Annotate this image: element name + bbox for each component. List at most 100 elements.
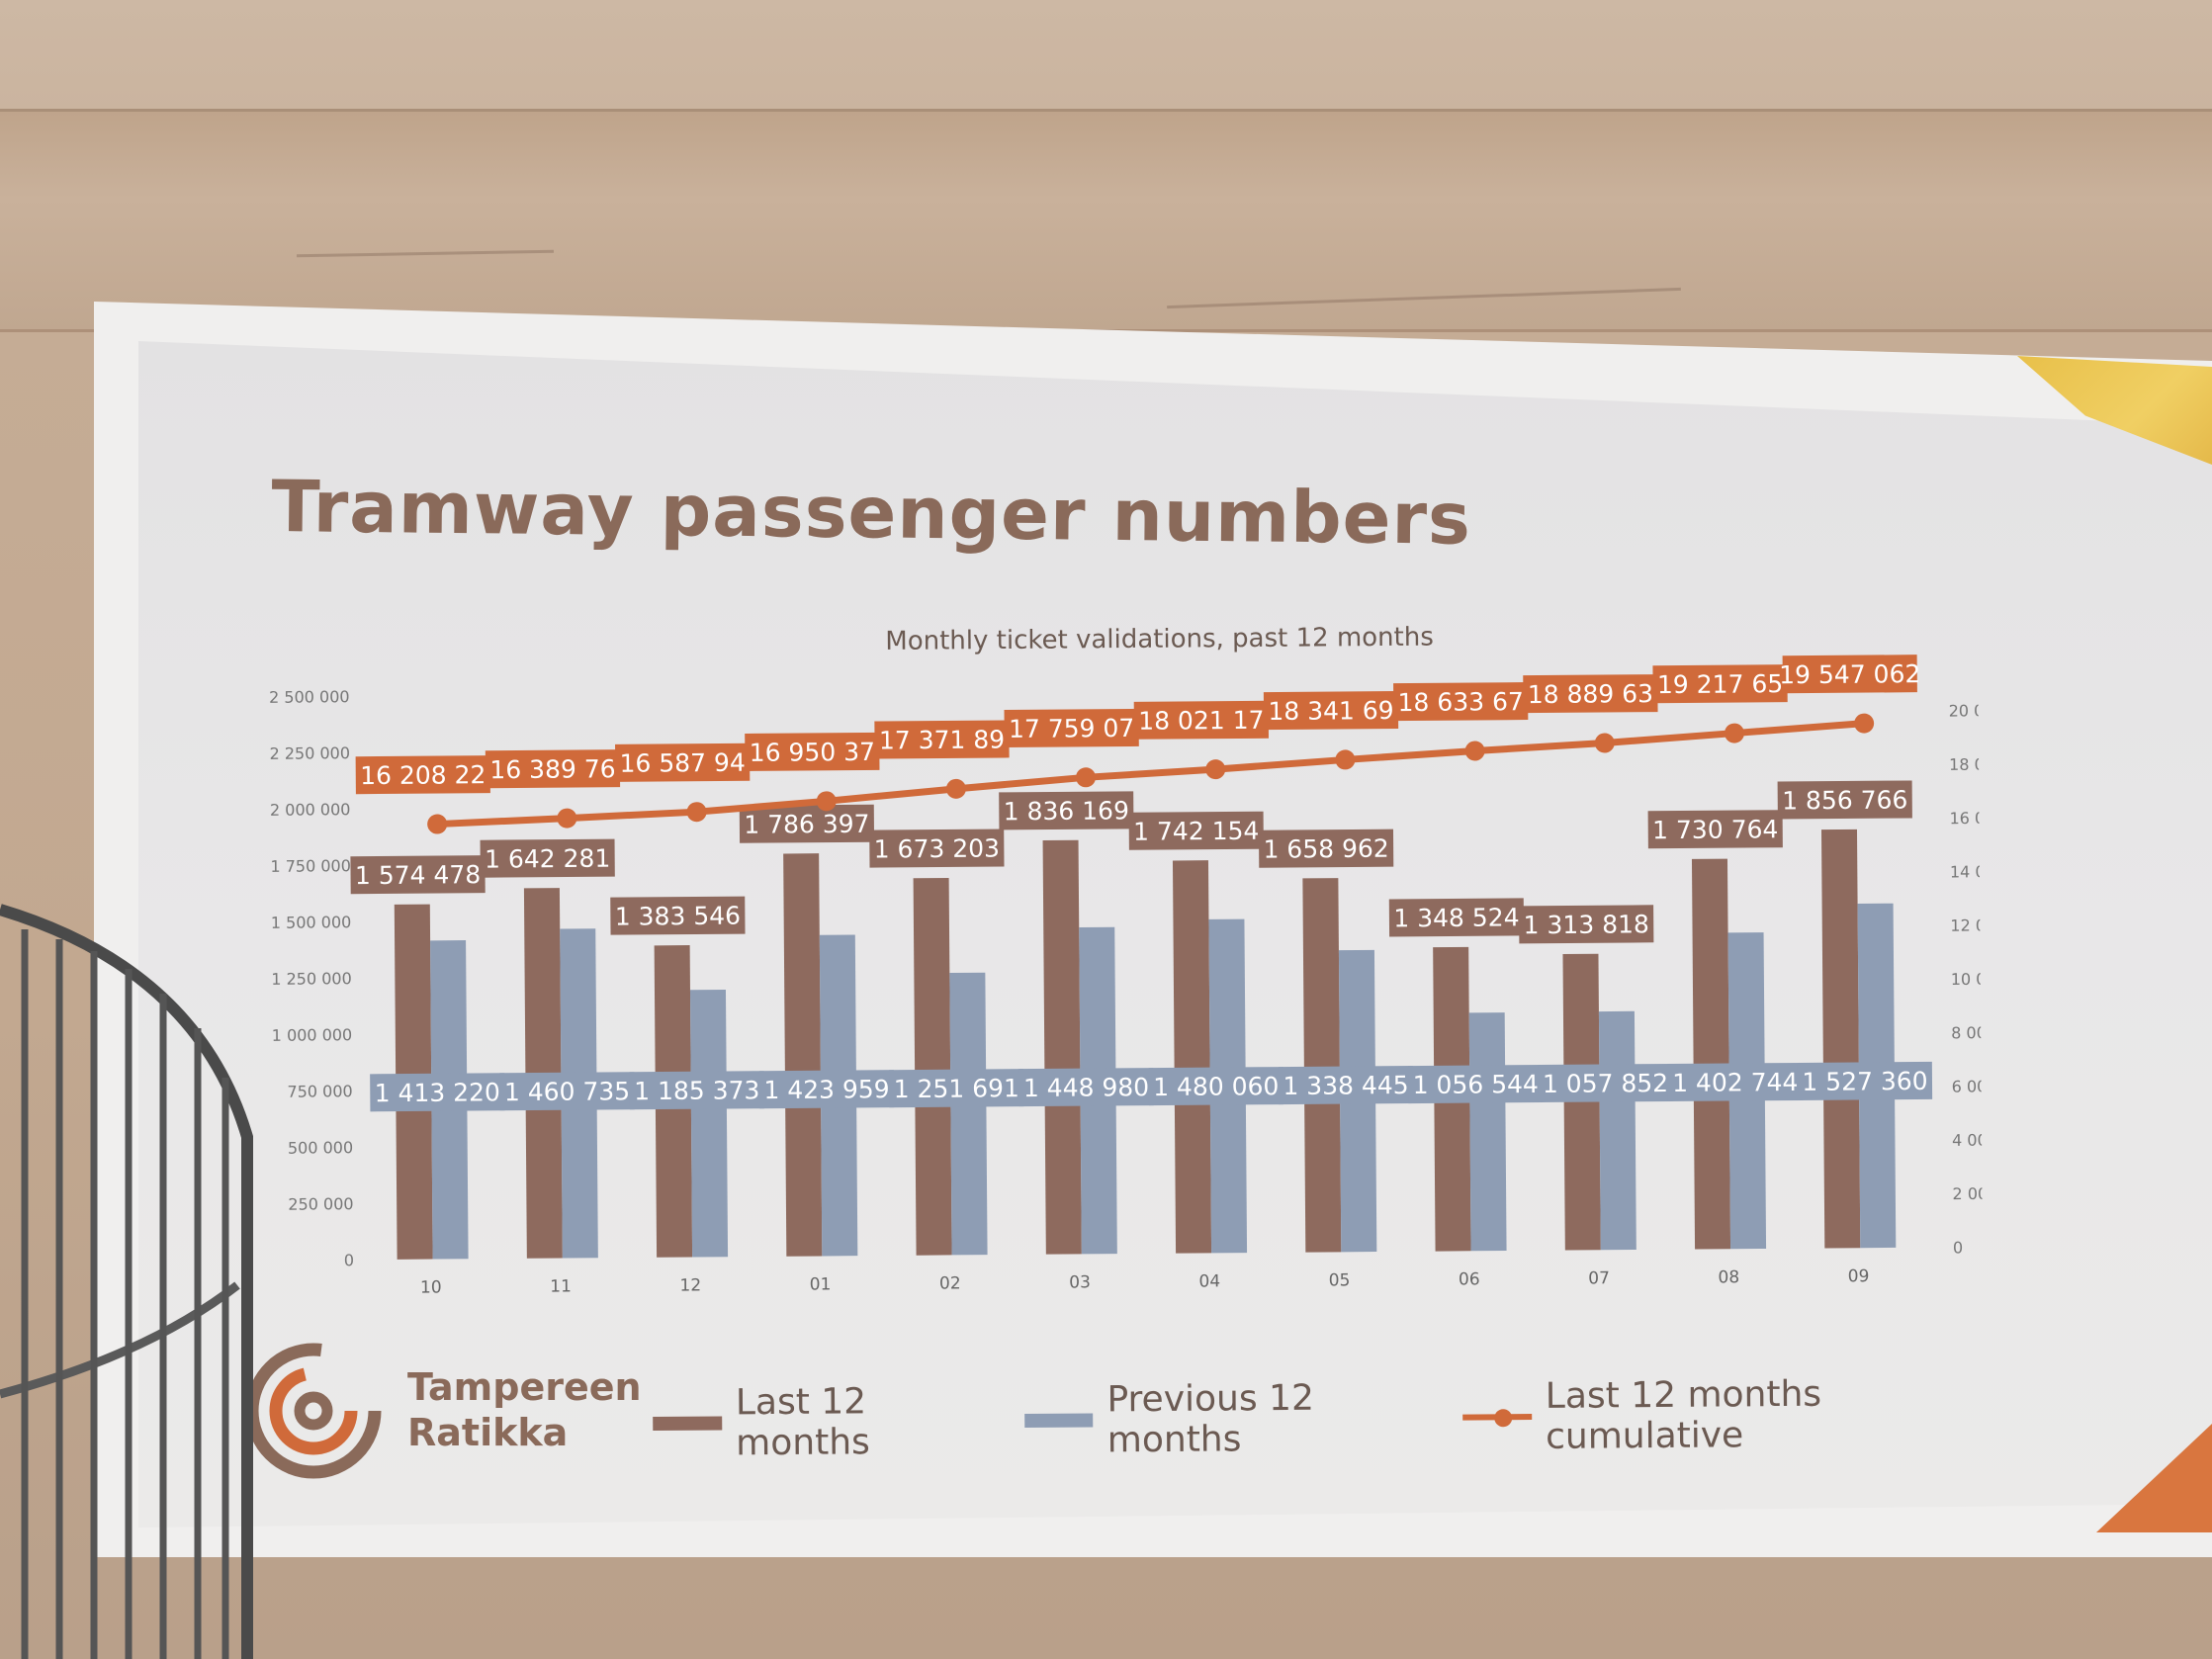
data-label-last: 1 383 546 [615,902,741,931]
y-right-tick-label: 16 000 000 [1949,808,1983,828]
data-label-previous: 1 251 691 [894,1074,1019,1103]
brand-line-1: Tampereen [407,1365,642,1409]
bar-previous-12-months [1598,1010,1637,1251]
data-label-previous-box [370,1073,505,1112]
data-label-cumulative: 18 633 67 [1397,687,1523,717]
data-label-cumulative: 19 547 062 [1779,659,1920,689]
y-right-tick-label: 0 [1953,1238,1963,1257]
data-label-last: 1 348 524 [1393,903,1519,932]
data-label-cumulative-box [355,755,490,795]
y-left-tick-label: 1 000 000 [272,1025,353,1045]
point-cumulative [1205,759,1226,780]
legend-label-previous: Previous 12 months [1106,1377,1315,1461]
y-left-tick-label: 750 000 [287,1082,352,1101]
legend-item-cumulative: Last 12 months cumulative [1461,1373,1971,1458]
concrete-beam [0,109,2212,332]
y-right-tick-label: 8 000 000 [1951,1023,1983,1043]
data-label-last: 1 642 281 [485,844,610,874]
data-label-last-box [869,829,1005,868]
data-label-previous: 1 056 544 [1413,1070,1539,1099]
y-left-tick-label: 1 750 000 [270,856,351,876]
data-label-cumulative: 16 389 76 [489,754,615,784]
data-label-cumulative: 18 021 17 [1138,706,1264,736]
point-cumulative [1594,733,1615,753]
data-label-cumulative-box [1133,700,1269,740]
data-label-last-box [1258,829,1394,868]
chart-title: Monthly ticket validations, past 12 mont… [885,623,1434,656]
bar-last-12-months [1302,878,1342,1253]
bar-last-12-months [1691,858,1731,1250]
slide-title: Tramway passenger numbers [271,465,1472,561]
data-label-previous-box [758,1070,895,1109]
data-label-previous: 1 527 360 [1802,1067,1927,1096]
chart: Monthly ticket validations, past 12 mont… [247,619,1983,1325]
x-tick-label: 11 [550,1276,572,1296]
point-cumulative [1854,713,1875,734]
data-label-previous-box [1797,1061,1933,1100]
data-label-last-box [480,838,615,878]
data-label-cumulative-box [1393,682,1529,722]
data-label-previous: 1 423 959 [763,1075,889,1104]
line-cumulative [436,720,1865,829]
x-tick-label: 08 [1718,1267,1739,1287]
bar-last-12-months [1042,839,1082,1255]
data-label-last-box [1128,811,1264,850]
legend-marker-cumulative [1493,1409,1513,1428]
point-cumulative [1076,767,1097,788]
data-label-cumulative: 17 371 89 [879,725,1005,754]
data-label-cumulative-box [874,720,1010,759]
data-label-last-box [350,855,486,895]
x-tick-label: 07 [1588,1268,1610,1288]
x-tick-label: 10 [420,1277,442,1297]
data-label-last: 1 313 818 [1524,910,1649,939]
data-label-previous-box [1538,1063,1673,1103]
chart-svg: Monthly ticket validations, past 12 mont… [269,623,1984,1298]
data-label-previous: 1 480 060 [1153,1072,1279,1101]
data-label-previous-box [629,1071,764,1110]
x-tick-label: 06 [1459,1269,1480,1289]
data-label-previous: 1 402 744 [1672,1068,1798,1097]
y-right-tick-label: 12 000 000 [1950,916,1983,935]
y-right-tick-label: 10 000 000 [1951,969,1984,989]
data-label-cumulative: 16 208 22 [360,760,486,790]
y-left-tick-label: 2 000 000 [270,800,351,820]
y-left-tick-label: 250 000 [288,1194,353,1214]
legend-swatch-previous [1023,1413,1094,1429]
data-label-cumulative-box [1523,674,1658,714]
data-label-last: 1 730 764 [1652,815,1778,844]
data-label-cumulative: 18 341 69 [1268,696,1393,726]
legend-swatch-cumulative [1461,1409,1532,1428]
data-label-last-box [1647,810,1783,849]
point-cumulative [1464,741,1485,761]
data-label-last: 1 574 478 [355,860,481,890]
data-label-last-box [1519,905,1654,944]
point-cumulative [816,791,837,812]
data-label-cumulative-box [485,749,621,789]
point-cumulative [1335,749,1356,770]
data-label-cumulative-box [745,732,880,771]
legend-item-last: Last 12 months [653,1380,977,1464]
data-label-cumulative: 19 217 65 [1657,669,1783,699]
bar-last-12-months [783,853,823,1257]
data-label-last-box [1388,898,1525,937]
x-tick-label: 02 [939,1273,961,1293]
y-left-tick-label: 2 500 000 [269,687,350,707]
bar-last-12-months [1820,829,1861,1249]
point-cumulative [427,814,448,834]
data-label-previous: 1 460 735 [504,1077,630,1106]
y-left-tick-label: 1 500 000 [271,913,352,932]
data-label-last: 1 836 169 [1004,796,1129,826]
data-label-cumulative-box [615,742,751,782]
data-label-cumulative: 16 950 37 [750,738,875,767]
data-label-last-box [739,804,875,843]
data-label-previous: 1 448 980 [1023,1073,1149,1102]
data-label-previous-box [1408,1065,1544,1104]
y-right-tick-label: 2 000 000 [1952,1184,1983,1204]
data-label-previous: 1 338 445 [1283,1071,1408,1100]
data-label-previous: 1 057 852 [1543,1069,1668,1098]
data-label-cumulative: 18 889 63 [1528,679,1653,709]
y-right-tick-label: 20 000 000 [1949,701,1984,721]
point-cumulative [1724,723,1744,743]
stair-railing [0,904,253,1659]
data-label-last-box [1777,780,1912,820]
